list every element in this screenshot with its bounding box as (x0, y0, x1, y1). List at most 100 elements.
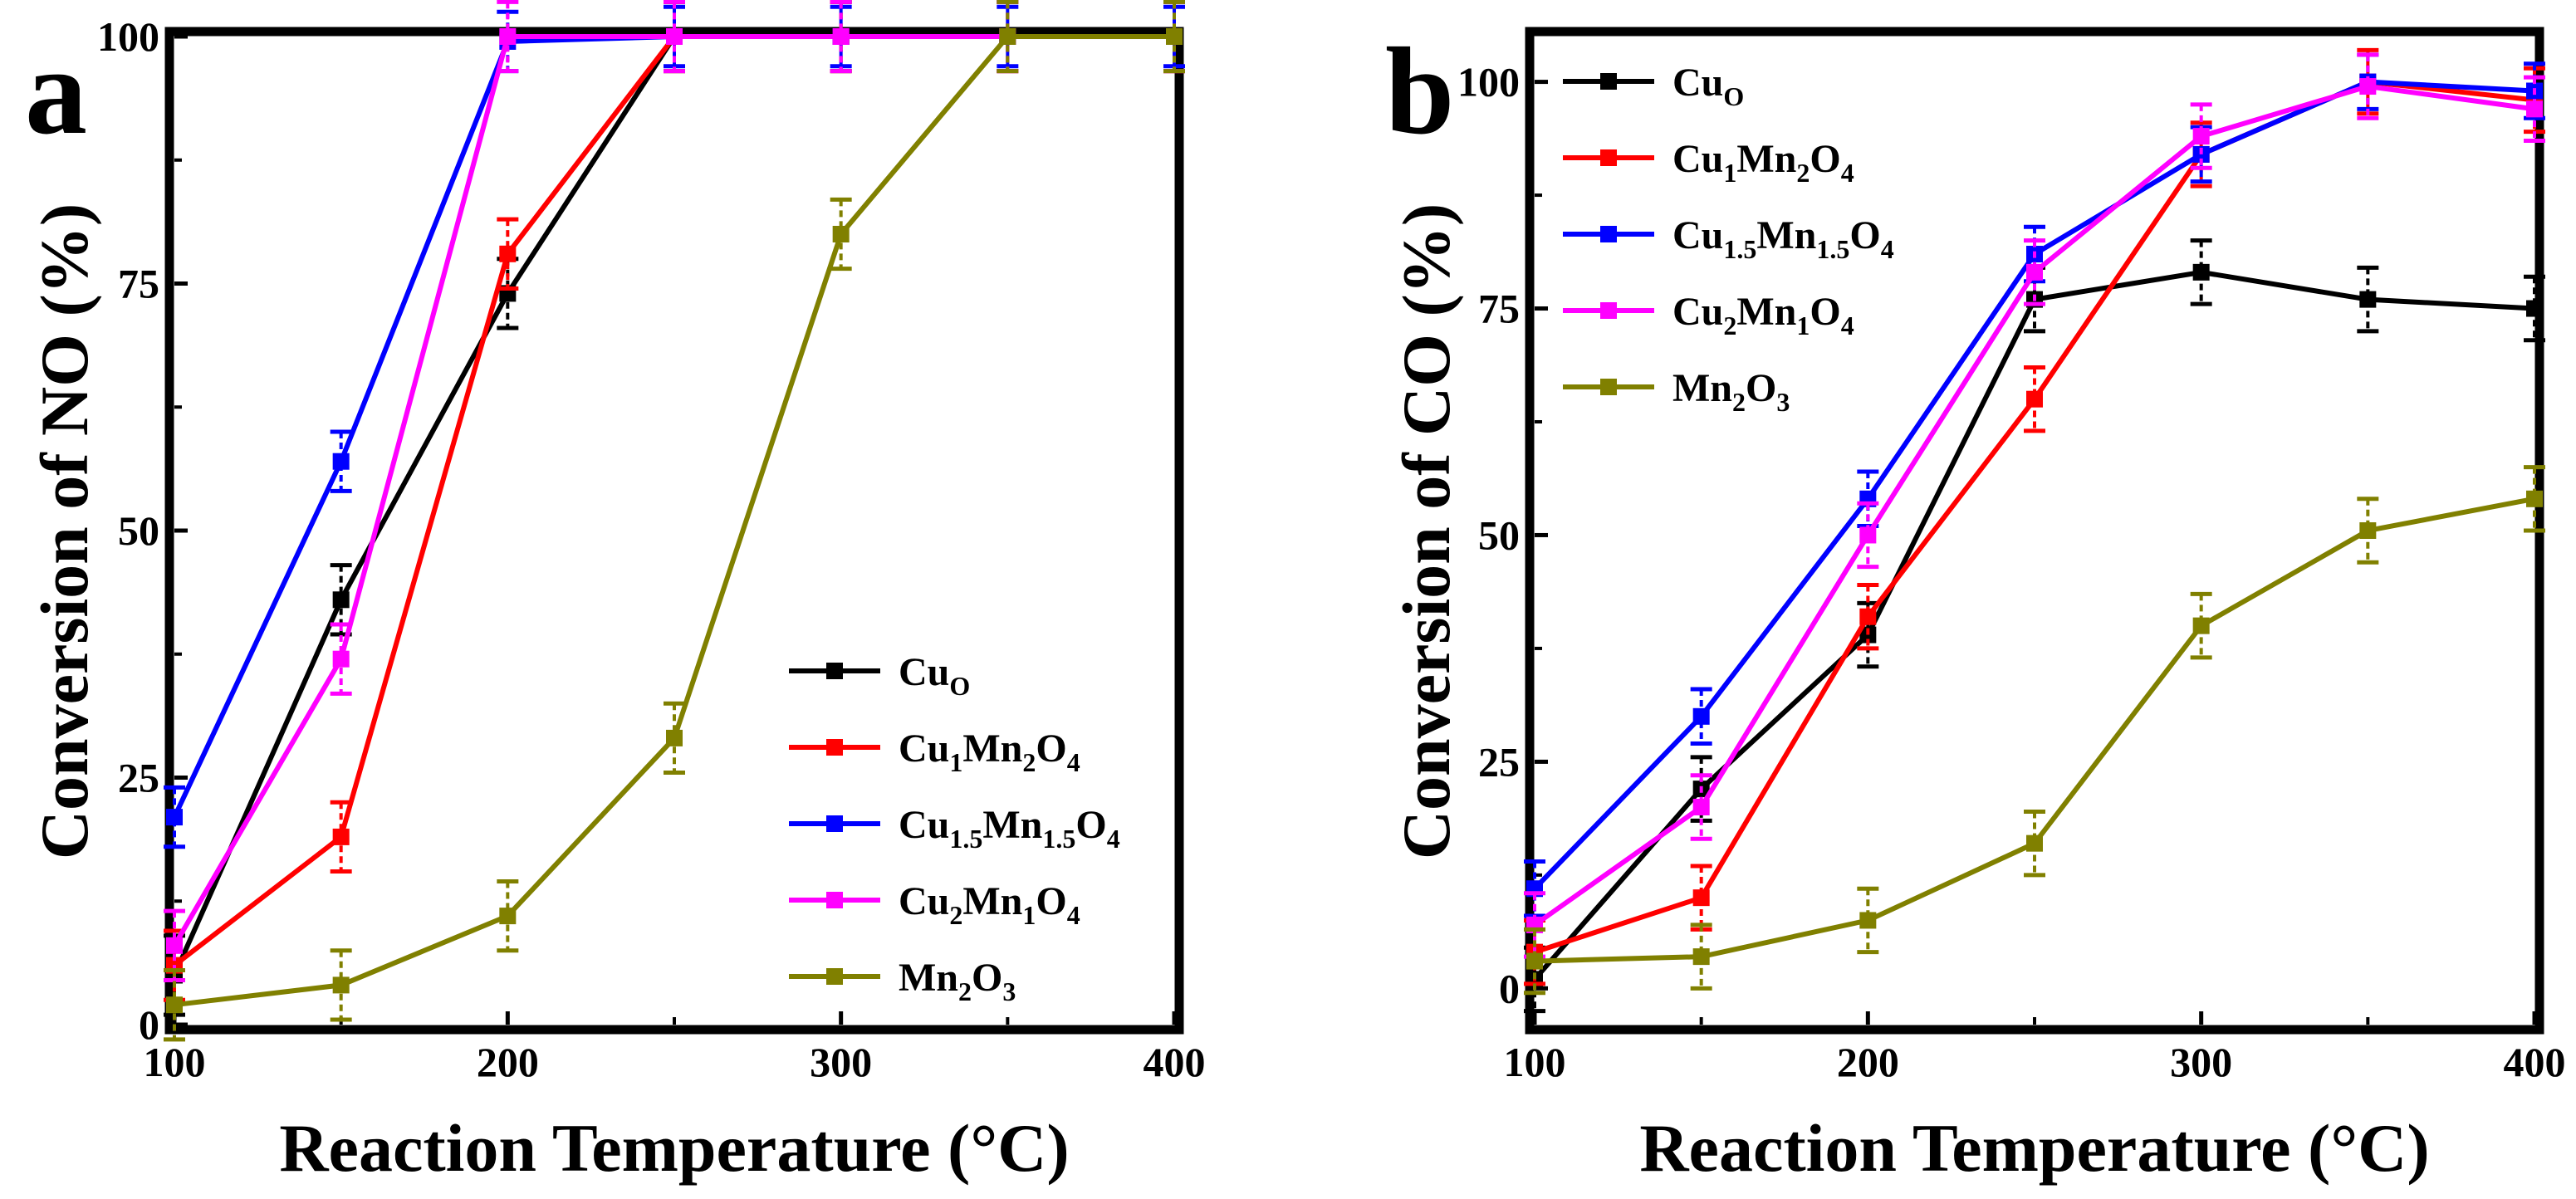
data-point (1859, 626, 1877, 644)
legend-text: Mn (1672, 366, 1732, 410)
legend-item-Cu1Mn2O4: Cu1Mn2O4 (789, 727, 1080, 777)
data-point (499, 245, 517, 262)
legend-text: Cu (1672, 61, 1723, 105)
series-line (1534, 496, 2535, 964)
panel-a-ticks: 100 200 300 400 0 25 50 75 100 (97, 13, 1206, 1085)
data-point (1166, 28, 1183, 45)
panel-a-plot-frame (164, 27, 1184, 1035)
legend-subscript: 2 (958, 976, 972, 1006)
legend-text: Mn (982, 803, 1042, 847)
legend-label: Cu1Mn2O4 (1672, 137, 1854, 188)
data-point (2526, 300, 2543, 317)
data-point (332, 828, 350, 845)
series-Mn2O3 (1524, 465, 2545, 996)
data-point (1692, 798, 1710, 815)
legend-text: Cu (899, 879, 949, 923)
y-tick-label: 50 (1478, 511, 1520, 558)
legend-marker (826, 968, 843, 985)
data-point (832, 226, 850, 242)
legend-text: Mn (962, 879, 1022, 923)
data-point (2526, 490, 2543, 507)
legend-text: O (972, 956, 1002, 1000)
data-point (166, 937, 183, 954)
legend-label: Cu1.5Mn1.5O4 (899, 803, 1120, 854)
x-tick-label: 400 (2504, 1039, 2566, 1085)
panel-a-ylabel: Conversion of NO (%) (27, 203, 102, 859)
legend-subscript: 3 (1776, 387, 1790, 417)
panel-b-ticks: 100 200 300 400 0 25 50 75 100 (1457, 59, 2566, 1085)
series-Cu1Mn2O4 (164, 0, 1185, 1002)
legend-subscript: 4 (1067, 747, 1080, 777)
panel-b-xlabel: Reaction Temperature (°C) (1639, 1110, 2429, 1186)
legend-subscript: 1.5 (1042, 824, 1075, 854)
data-point (2359, 78, 2377, 95)
legend-marker (826, 663, 843, 679)
data-point (499, 908, 517, 925)
data-point (666, 28, 683, 45)
legend-text: O (1036, 879, 1066, 923)
series-CuO (1524, 238, 2545, 1014)
legend-marker (826, 892, 843, 908)
legend-label: CuO (1672, 61, 1744, 111)
legend-subscript: 2 (1022, 747, 1036, 777)
data-point (2526, 100, 2543, 118)
data-point (1692, 948, 1710, 966)
legend-text: Cu (1672, 290, 1723, 334)
legend-item-CuO: CuO (789, 650, 970, 701)
y-tick-label: 25 (118, 755, 159, 801)
legend-text: O (1746, 366, 1776, 410)
legend-subscript: 3 (1002, 976, 1016, 1006)
legend-marker (1600, 149, 1617, 166)
data-point (332, 976, 350, 994)
data-point (666, 729, 683, 746)
legend-subscript: 2 (1732, 387, 1746, 417)
legend-text: Cu (1672, 137, 1723, 181)
legend-subscript: 1 (949, 747, 962, 777)
x-tick-label: 300 (2170, 1039, 2232, 1085)
legend-item-Mn2O3: Mn2O3 (1563, 366, 1790, 417)
legend-text: Cu (899, 650, 949, 694)
x-tick-label: 100 (144, 1039, 206, 1085)
series-line (172, 34, 1174, 819)
data-point (2359, 522, 2377, 539)
legend-text: Mn (1736, 290, 1796, 334)
legend-item-Cu1.5Mn1.5O4: Cu1.5Mn1.5O4 (789, 803, 1120, 854)
legend-item-Mn2O3: Mn2O3 (789, 956, 1016, 1006)
legend-label: Cu2Mn1O4 (1672, 290, 1854, 340)
legend-text: Mn (1756, 213, 1816, 257)
y-tick-label: 75 (118, 261, 159, 307)
legend-subscript: 4 (1841, 158, 1854, 188)
series-line (1532, 79, 2535, 891)
legend-subscript: 1.5 (1816, 234, 1849, 264)
legend-text: O (1075, 803, 1106, 847)
legend-marker (1600, 379, 1617, 395)
legend-text: Mn (1736, 137, 1796, 181)
legend-marker (1600, 73, 1617, 90)
y-tick-label: 100 (97, 13, 159, 60)
x-tick-label: 400 (1144, 1039, 1206, 1085)
y-tick-label: 75 (1478, 286, 1520, 332)
legend-subscript: 1.5 (949, 824, 982, 854)
data-point (1692, 889, 1710, 907)
legend-marker (1600, 302, 1617, 319)
panel-b-letter: b (1385, 22, 1454, 160)
legend-label: Mn2O3 (1672, 366, 1790, 417)
legend-label: Cu2Mn1O4 (899, 879, 1080, 930)
data-point (332, 650, 350, 668)
legend-subscript: 4 (1067, 900, 1080, 930)
data-point (166, 809, 183, 826)
legend-item-Cu1Mn2O4: Cu1Mn2O4 (1563, 137, 1854, 188)
data-point (499, 28, 517, 45)
series-line (174, 34, 1174, 1008)
series-Mn2O3 (164, 0, 1185, 1042)
series-Cu2Mn1O4 (1524, 52, 2545, 959)
legend-label: CuO (899, 650, 970, 701)
data-point (1859, 526, 1877, 544)
y-tick-label: 50 (118, 507, 159, 554)
data-point (2026, 263, 2043, 281)
panel-a-xlabel: Reaction Temperature (°C) (279, 1110, 1069, 1186)
legend-subscript: 1 (1022, 900, 1036, 930)
